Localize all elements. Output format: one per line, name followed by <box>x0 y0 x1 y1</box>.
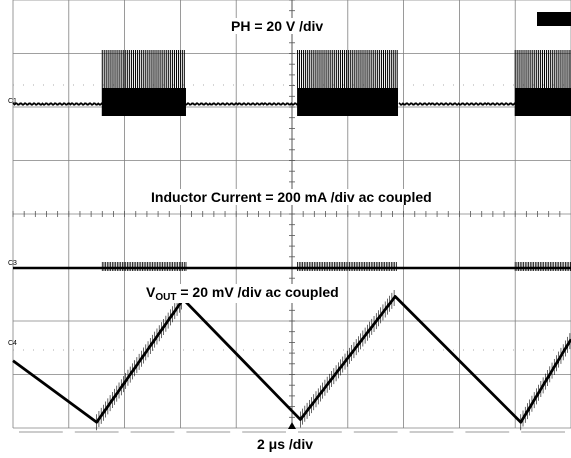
ph-burst-body <box>297 88 399 116</box>
vout-label-sub: OUT <box>155 292 177 303</box>
channel-3-tag: C3 <box>8 260 17 267</box>
ph-trace <box>12 102 517 106</box>
ph-burst-body <box>515 88 571 116</box>
inductor-current-label: Inductor Current = 200 mA /div ac couple… <box>148 189 435 205</box>
vout-label: VOUT = 20 mV /div ac coupled <box>143 284 342 303</box>
timebase-label: 2 μs /div <box>254 436 317 452</box>
vout-label-main: V <box>146 284 156 300</box>
channel-1-tag: C1 <box>8 98 17 105</box>
grid <box>12 0 571 433</box>
ph-label: PH = 20 V /div <box>228 18 327 34</box>
traces <box>12 50 571 431</box>
vout-label-rest: = 20 mV /div ac coupled <box>176 284 339 300</box>
channel-4-tag: C4 <box>8 340 17 347</box>
trigger-marker <box>288 422 296 429</box>
ph-burst-body <box>102 88 186 116</box>
top-right-badge <box>537 12 571 26</box>
